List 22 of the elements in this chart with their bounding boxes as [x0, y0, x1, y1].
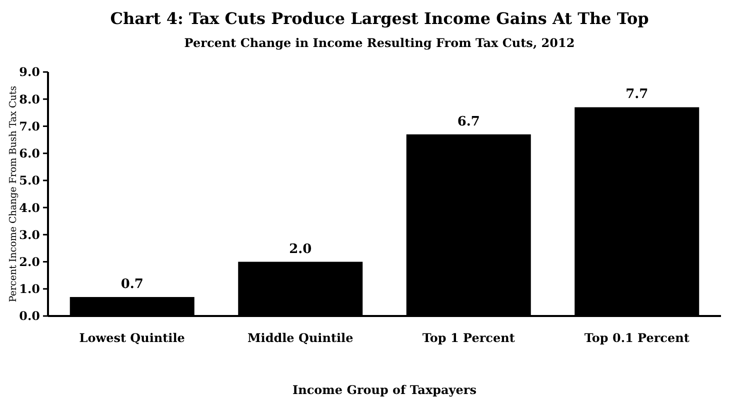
x-tick-label: Top 0.1 Percent — [584, 331, 690, 345]
y-tick-label: 9.0 — [19, 65, 40, 80]
y-tick-label: 5.0 — [19, 174, 40, 188]
y-tick-label: 2.0 — [19, 254, 40, 269]
y-tick-label: 0.0 — [19, 309, 40, 324]
data-label: 6.7 — [457, 114, 480, 130]
data-label: 2.0 — [289, 242, 312, 257]
x-axis-title: Income Group of Taxpayers — [292, 383, 477, 397]
y-tick-label: 4.0 — [19, 200, 40, 215]
x-tick-label: Top 1 Percent — [422, 331, 516, 345]
x-tick-label: Lowest Quintile — [79, 331, 186, 345]
data-label: 0.7 — [120, 277, 144, 292]
y-tick-label: 1.0 — [19, 282, 40, 296]
y-axis-title: Percent Income Change From Bush Tax Cuts — [8, 86, 19, 302]
y-tick-label: 3.0 — [19, 228, 40, 242]
y-tick-label: 6.0 — [19, 146, 40, 161]
chart-subtitle: Percent Change in Income Resulting From Tax Cuts, 2012 — [184, 36, 575, 50]
chart-title: Chart 4: Tax Cuts Produce Largest Income Gains At The Top — [110, 9, 649, 28]
y-tick-label: 8.0 — [19, 92, 40, 106]
x-tick-label: Middle Quintile — [248, 331, 354, 345]
y-tick-label: 7.0 — [19, 119, 40, 134]
data-label: 7.7 — [626, 87, 648, 102]
